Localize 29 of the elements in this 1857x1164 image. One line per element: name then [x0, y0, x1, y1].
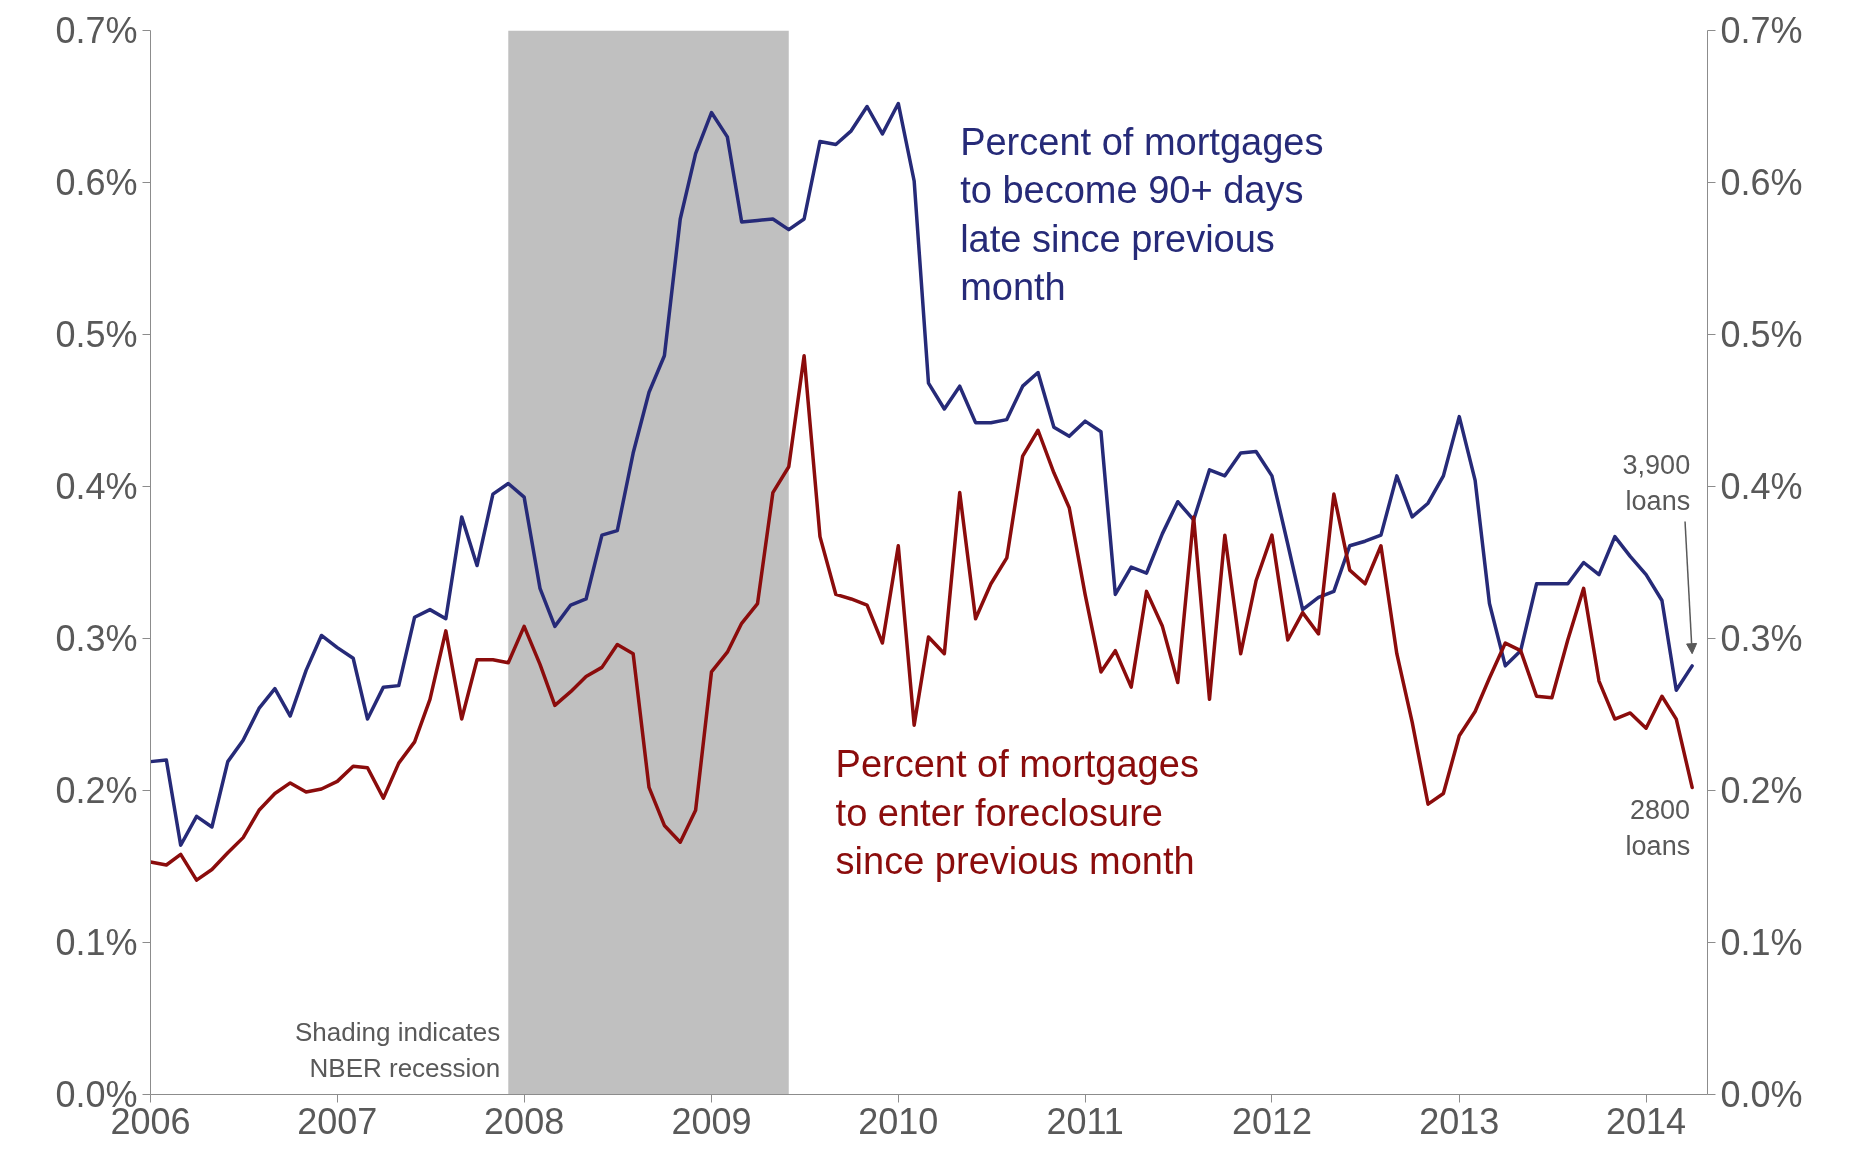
y2-tick-label: 0.7%	[1720, 10, 1803, 51]
y-tick-label: 0.2%	[55, 770, 138, 811]
y-tick-label: 0.1%	[55, 922, 138, 963]
x-tick-label: 2011	[1046, 1100, 1124, 1142]
x-tick-label: 2012	[1231, 1100, 1312, 1142]
annotation: 3,900 loans	[1622, 449, 1691, 516]
x-tick-label: 2013	[1419, 1100, 1500, 1142]
x-tick-label: 2009	[671, 1100, 752, 1142]
y2-tick-label: 0.6%	[1720, 162, 1803, 203]
y2-tick-label: 0.1%	[1720, 922, 1803, 963]
y-tick-label: 0.7%	[55, 10, 138, 51]
y-tick-label: 0.3%	[55, 618, 138, 659]
band-label: Shading indicates NBER recession	[295, 1016, 501, 1083]
y-tick-label: 0.5%	[55, 314, 138, 355]
y-tick-label: 0.6%	[55, 162, 138, 203]
series-label: Percent of mortgages to enter foreclosure since previous month	[835, 743, 1199, 882]
x-tick-label: 2007	[297, 1100, 378, 1142]
x-tick-label: 2014	[1606, 1100, 1687, 1142]
x-tick-label: 2010	[858, 1100, 939, 1142]
series-label: Percent of mortgages to become 90+ days late since previous month	[960, 120, 1324, 308]
y2-tick-label: 0.4%	[1720, 466, 1803, 507]
y2-tick-label: 0.0%	[1720, 1074, 1803, 1115]
y-tick-label: 0.4%	[55, 466, 138, 507]
line-series	[150, 354, 1694, 882]
y2-tick-label: 0.3%	[1720, 618, 1803, 659]
y2-tick-label: 0.2%	[1720, 770, 1803, 811]
x-tick-label: 2008	[484, 1100, 565, 1142]
y2-tick-label: 0.5%	[1720, 314, 1803, 355]
annotation: 2800 loans	[1625, 795, 1691, 862]
